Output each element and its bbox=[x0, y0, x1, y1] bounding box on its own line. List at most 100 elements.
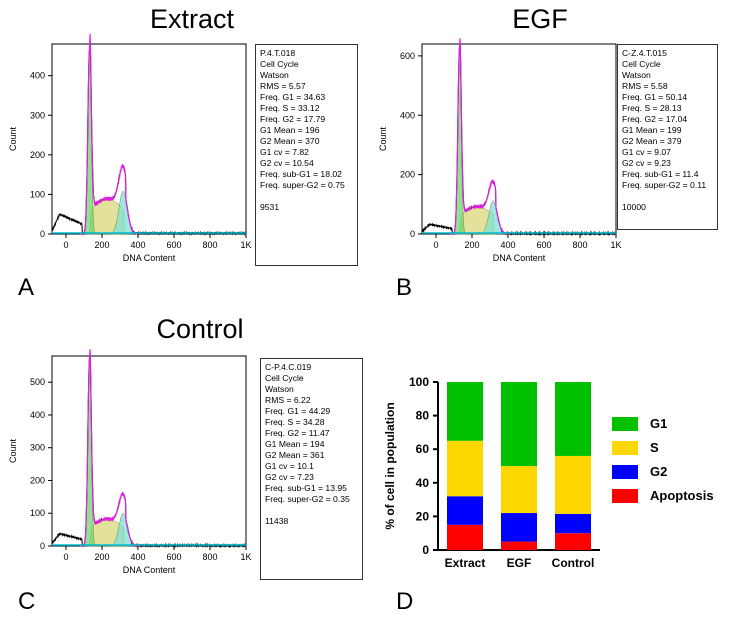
x-tick-label: 200 bbox=[94, 552, 109, 562]
component-g1 bbox=[452, 46, 468, 235]
stats-spacer bbox=[622, 191, 713, 202]
legend-item-g1: G1 bbox=[612, 416, 732, 434]
y-tick-label: 0 bbox=[40, 541, 45, 551]
panel-c-letter: C bbox=[18, 588, 36, 615]
stats-line: 11438 bbox=[265, 516, 289, 526]
model-fit-line bbox=[80, 33, 139, 235]
panel-a-letter: A bbox=[18, 274, 35, 301]
bar-segment-s-extract bbox=[447, 440, 483, 497]
stats-line: P.4.T.018 bbox=[260, 48, 296, 58]
stats-line: Watson bbox=[260, 70, 289, 80]
x-tick-label: Extract bbox=[445, 556, 486, 570]
stats-line: Cell Cycle bbox=[265, 373, 304, 383]
legend-swatch bbox=[612, 417, 638, 431]
y-axis-label: Count bbox=[8, 127, 18, 152]
x-tick-label: 600 bbox=[536, 240, 551, 250]
legend-item-g2: G2 bbox=[612, 464, 732, 482]
stats-line: G1 cv = 7.82 bbox=[260, 147, 309, 157]
x-tick-label: 1K bbox=[610, 240, 621, 250]
stats-box-control: C-P.4.C.019 Cell Cycle Watson RMS = 6.22 Fre… bbox=[260, 358, 363, 580]
component-g1 bbox=[82, 357, 98, 547]
stats-spacer bbox=[265, 505, 358, 516]
stats-line: 10000 bbox=[622, 202, 646, 212]
x-tick-label: Control bbox=[552, 556, 595, 570]
bar-segment-g1-extract bbox=[447, 382, 483, 441]
stats-line: Freq. G1 = 50.14 bbox=[622, 92, 688, 102]
legend-label: G2 bbox=[650, 464, 668, 479]
stats-line: C-Z.4.T.015 bbox=[622, 48, 667, 58]
y-tick-label: 100 bbox=[30, 508, 45, 518]
x-tick-label: 0 bbox=[433, 240, 438, 250]
y-axis-label: Count bbox=[8, 439, 18, 464]
stats-line: Freq. super-G2 = 0.11 bbox=[622, 180, 707, 190]
stats-line: G1 Mean = 199 bbox=[622, 125, 682, 135]
stats-line: G2 cv = 7.23 bbox=[265, 472, 314, 482]
x-tick-label: 1K bbox=[240, 240, 251, 250]
panel-d-letter: D bbox=[396, 588, 414, 615]
bar-segment-g1-egf bbox=[501, 382, 537, 466]
histogram-egf: 0 200 400 600 800 1K 0 200 400 600 DNA Content Coun… bbox=[378, 38, 622, 263]
legend-swatch bbox=[612, 465, 638, 479]
stats-line: G2 cv = 10.54 bbox=[260, 158, 314, 168]
x-tick-label: 600 bbox=[166, 552, 181, 562]
stats-line: G2 Mean = 361 bbox=[265, 450, 325, 460]
bar-segment-g2-egf bbox=[501, 513, 537, 542]
stats-line: 9531 bbox=[260, 202, 280, 212]
model-fit-line bbox=[80, 349, 139, 547]
panel-a-title: Extract bbox=[149, 4, 235, 34]
legend-swatch bbox=[612, 441, 638, 455]
stats-line: Freq. super-G2 = 0.35 bbox=[265, 494, 350, 504]
x-tick-label: 400 bbox=[130, 240, 145, 250]
legend-label: S bbox=[650, 440, 659, 455]
y-tick-label: 20 bbox=[416, 509, 430, 523]
stats-line: Freq. G2 = 17.79 bbox=[260, 114, 326, 124]
x-tick-label: 400 bbox=[500, 240, 515, 250]
y-axis-label: % of cell in population bbox=[383, 402, 397, 529]
stats-line: Watson bbox=[622, 70, 651, 80]
y-axis-label: Count bbox=[378, 127, 388, 152]
stats-line: Freq. sub-G1 = 18.02 bbox=[260, 169, 342, 179]
bar-segment-s-egf bbox=[501, 466, 537, 514]
stats-line: Freq. sub-G1 = 11.4 bbox=[622, 169, 699, 179]
stats-box-egf: C-Z.4.T.015 Cell Cycle Watson RMS = 5.58 Fre… bbox=[617, 44, 718, 230]
panel-c-title: Control bbox=[156, 314, 244, 344]
bar-segment-apoptosis-extract bbox=[447, 524, 483, 550]
stats-line: G1 cv = 10.1 bbox=[265, 461, 314, 471]
stats-spacer bbox=[260, 191, 353, 202]
y-tick-label: 200 bbox=[30, 150, 45, 160]
y-tick-label: 40 bbox=[416, 476, 430, 490]
y-tick-label: 300 bbox=[30, 110, 45, 120]
histogram-extract: 0 200 400 600 800 1K 0 100 200 300 400 DNA Content C… bbox=[8, 33, 252, 263]
histogram-control: 0 200 400 600 800 1K 0 100 200 300 400 500 DNA Conte… bbox=[8, 349, 252, 575]
x-tick-label: 0 bbox=[63, 240, 68, 250]
x-tick-label: 800 bbox=[202, 240, 217, 250]
stats-line: Freq. sub-G1 = 13.95 bbox=[265, 483, 347, 493]
stacked-bar-chart: 0 20 40 60 80 100 Extract EGF Control % of cell i… bbox=[383, 375, 600, 570]
stats-line: Freq. G1 = 34.63 bbox=[260, 92, 326, 102]
y-tick-label: 0 bbox=[422, 543, 429, 557]
stats-line: G2 Mean = 379 bbox=[622, 136, 682, 146]
stats-line: Cell Cycle bbox=[260, 59, 299, 69]
stats-line: C-P.4.C.019 bbox=[265, 362, 312, 372]
x-tick-label: 1K bbox=[240, 552, 251, 562]
stats-line: Freq. super-G2 = 0.75 bbox=[260, 180, 345, 190]
y-tick-label: 300 bbox=[30, 443, 45, 453]
plot-frame bbox=[421, 43, 617, 235]
bar-segment-g2-control bbox=[555, 513, 591, 534]
legend-label: Apoptosis bbox=[650, 488, 714, 503]
y-tick-label: 0 bbox=[410, 229, 415, 239]
x-axis-label: DNA Content bbox=[123, 565, 176, 575]
panel-b-title: EGF bbox=[512, 4, 568, 34]
y-tick-label: 100 bbox=[409, 375, 429, 389]
y-tick-label: 500 bbox=[30, 377, 45, 387]
stats-line: Freq. S = 34.28 bbox=[265, 417, 325, 427]
y-tick-label: 100 bbox=[30, 189, 45, 199]
x-tick-label: 800 bbox=[572, 240, 587, 250]
legend-label: G1 bbox=[650, 416, 668, 431]
stats-line: RMS = 5.58 bbox=[622, 81, 668, 91]
stats-line: Freq. G2 = 11.47 bbox=[265, 428, 330, 438]
bar-segment-apoptosis-control bbox=[555, 533, 591, 550]
y-tick-label: 80 bbox=[416, 409, 430, 423]
y-tick-label: 600 bbox=[400, 51, 415, 61]
stats-line: Freq. G1 = 44.29 bbox=[265, 406, 331, 416]
